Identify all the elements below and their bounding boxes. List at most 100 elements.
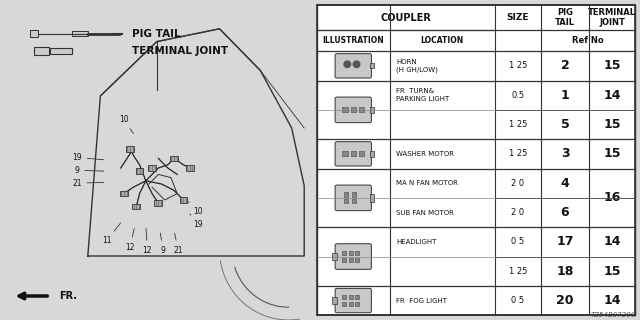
Text: 17: 17 [556,236,574,248]
Text: 21: 21 [173,233,183,255]
Text: 12: 12 [143,228,152,255]
Text: 15: 15 [604,60,621,72]
Bar [351,199,356,203]
Text: 9: 9 [161,233,166,255]
Bar [342,107,348,112]
Text: 19: 19 [190,214,203,229]
Bar [344,199,348,203]
Text: 15: 15 [604,148,621,160]
Bar [186,165,194,171]
Bar [180,197,188,203]
Bar [351,151,356,156]
Bar [50,48,72,54]
Bar [355,258,359,262]
Bar [349,258,353,262]
Bar [170,156,178,161]
Bar [370,194,374,202]
Bar [332,253,337,260]
Bar [126,146,134,152]
Bar [349,252,353,255]
Text: 21: 21 [72,179,104,188]
Circle shape [344,61,351,68]
Text: 10: 10 [119,115,133,134]
Text: Ref No: Ref No [572,36,604,45]
Text: 14: 14 [604,294,621,307]
Text: FR  FOG LIGHT: FR FOG LIGHT [396,298,447,304]
Text: 14: 14 [604,236,621,248]
Text: 10: 10 [188,202,203,216]
Text: PIG
TAIL: PIG TAIL [555,8,575,27]
Text: 2: 2 [561,60,570,72]
Bar [355,295,359,299]
Text: 15: 15 [604,265,621,278]
FancyBboxPatch shape [335,244,371,269]
Text: FR.: FR. [60,291,77,301]
Text: LOCATION: LOCATION [420,36,464,45]
Text: 9: 9 [74,166,104,175]
Bar [332,297,337,304]
Text: 4: 4 [561,177,570,190]
Text: ILLUSTRATION: ILLUSTRATION [323,36,384,45]
Text: WASHER MOTOR: WASHER MOTOR [396,151,454,157]
Text: 0 5: 0 5 [511,237,525,246]
FancyBboxPatch shape [335,97,371,123]
Bar [589,169,634,227]
Bar [349,302,353,306]
Bar [370,151,374,157]
Text: 18: 18 [556,265,573,278]
FancyBboxPatch shape [335,142,371,166]
Text: 1 25: 1 25 [509,267,527,276]
Text: 14: 14 [604,89,621,102]
Text: 5: 5 [561,118,570,131]
Text: SIZE: SIZE [507,13,529,22]
Bar [342,295,346,299]
Text: 3: 3 [561,148,570,160]
Text: 0 5: 0 5 [511,296,525,305]
Text: TERMINAL
JOINT: TERMINAL JOINT [588,8,636,27]
Text: 1 25: 1 25 [509,149,527,158]
Bar [355,302,359,306]
Text: HEADLIGHT: HEADLIGHT [396,239,436,245]
Text: 6: 6 [561,206,570,219]
Text: COUPLER: COUPLER [381,12,431,23]
Text: TZ54B0720C: TZ54B0720C [591,312,637,318]
Bar [72,31,88,36]
Text: 0.5: 0.5 [511,91,525,100]
Bar [30,30,38,37]
Text: 1 25: 1 25 [509,120,527,129]
Bar [342,302,346,306]
Text: 16: 16 [604,191,621,204]
Bar [342,258,346,262]
Bar [351,192,356,197]
Bar [344,192,348,197]
Bar [355,252,359,255]
Text: 1 25: 1 25 [509,61,527,70]
Bar [359,151,364,156]
Circle shape [353,61,360,68]
Bar [370,63,374,68]
Bar [342,151,348,156]
Text: 12: 12 [125,228,135,252]
FancyBboxPatch shape [335,54,371,78]
Bar [120,191,128,196]
Text: 1: 1 [561,89,570,102]
Text: FR  TURN&
PARKING LIGHT: FR TURN& PARKING LIGHT [396,88,449,102]
Bar [351,107,356,112]
Text: 19: 19 [72,153,104,162]
Bar [370,107,374,113]
Bar [148,165,156,171]
Text: 15: 15 [604,118,621,131]
Text: PIG TAIL: PIG TAIL [132,28,180,39]
Text: MA N FAN MOTOR: MA N FAN MOTOR [396,180,458,186]
Text: 16: 16 [604,206,621,219]
Text: 11: 11 [102,223,120,245]
Bar [154,200,163,206]
Bar [132,204,140,209]
Text: SUB FAN MOTOR: SUB FAN MOTOR [396,210,454,216]
Text: HORN
(H GH/LOW): HORN (H GH/LOW) [396,59,438,73]
Bar [349,295,353,299]
Text: TERMINAL JOINT: TERMINAL JOINT [132,46,228,56]
Bar [342,252,346,255]
FancyBboxPatch shape [335,288,371,313]
Text: 2 0: 2 0 [511,208,525,217]
